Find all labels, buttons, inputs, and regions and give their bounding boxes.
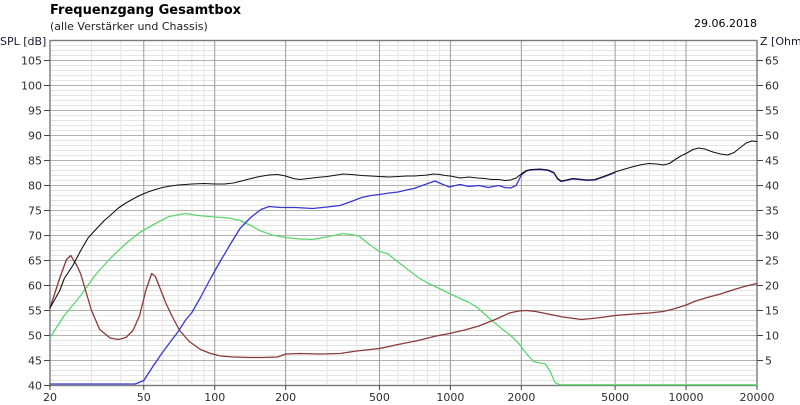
left-tick-label: 80 <box>28 180 42 193</box>
right-tick-label: 55 <box>765 105 779 118</box>
right-axis-label: Z [Ohm] <box>760 35 800 48</box>
x-tick-label: 50 <box>137 391 151 404</box>
x-tick-label: 2000 <box>507 391 535 404</box>
right-tick-label: 30 <box>765 230 779 243</box>
x-tick-label: 100 <box>204 391 225 404</box>
series-highpass-blue <box>49 168 616 385</box>
right-tick-label: 50 <box>765 130 779 143</box>
x-tick-label: 1000 <box>436 391 464 404</box>
x-tick-label: 200 <box>275 391 296 404</box>
right-tick-label: 65 <box>765 55 779 68</box>
page-title: Frequenzgang Gesamtbox <box>50 3 242 18</box>
left-tick-label: 65 <box>28 255 42 268</box>
x-tick-label: 20 <box>43 391 57 404</box>
grid-major <box>50 40 757 386</box>
right-tick-label: 60 <box>765 80 779 93</box>
right-tick-label: 35 <box>765 205 779 218</box>
series-impedance-red <box>49 254 758 359</box>
series-sum-black <box>49 140 758 309</box>
right-tick-label: 40 <box>765 180 779 193</box>
left-tick-label: 105 <box>21 55 42 68</box>
x-tick-label: 5000 <box>601 391 629 404</box>
left-tick-label: 70 <box>28 230 42 243</box>
axis-tick-labels: 40 45 50 55 60 65 70 75 80 85 90 95 100 105 5 10 15 20 25 3… <box>21 55 779 405</box>
plot-frame <box>49 39 758 387</box>
right-tick-label: 15 <box>765 305 779 318</box>
right-tick-label: 25 <box>765 255 779 268</box>
right-tick-label: 5 <box>765 355 772 368</box>
left-tick-label: 50 <box>28 330 42 343</box>
left-axis-label: SPL [dB] <box>0 35 47 48</box>
left-tick-label: 95 <box>28 105 42 118</box>
axis-ticks <box>44 60 763 390</box>
left-tick-label: 100 <box>21 80 42 93</box>
chart-series <box>49 140 758 386</box>
x-tick-label: 20000 <box>740 391 775 404</box>
x-tick-label: 500 <box>369 391 390 404</box>
left-tick-label: 85 <box>28 155 42 168</box>
grid-minor <box>50 40 757 386</box>
left-tick-label: 55 <box>28 305 42 318</box>
left-tick-label: 45 <box>28 355 42 368</box>
left-tick-label: 75 <box>28 205 42 218</box>
left-tick-label: 40 <box>28 380 42 393</box>
measurement-date: 29.06.2018 <box>694 17 757 30</box>
page-subtitle: (alle Verstärker und Chassis) <box>50 20 208 33</box>
left-tick-label: 60 <box>28 280 42 293</box>
right-tick-label: 20 <box>765 280 779 293</box>
right-tick-label: 45 <box>765 155 779 168</box>
series-lowpass-green <box>49 212 758 386</box>
left-tick-label: 90 <box>28 130 42 143</box>
right-tick-label: 10 <box>765 330 779 343</box>
x-tick-label: 10000 <box>669 391 704 404</box>
